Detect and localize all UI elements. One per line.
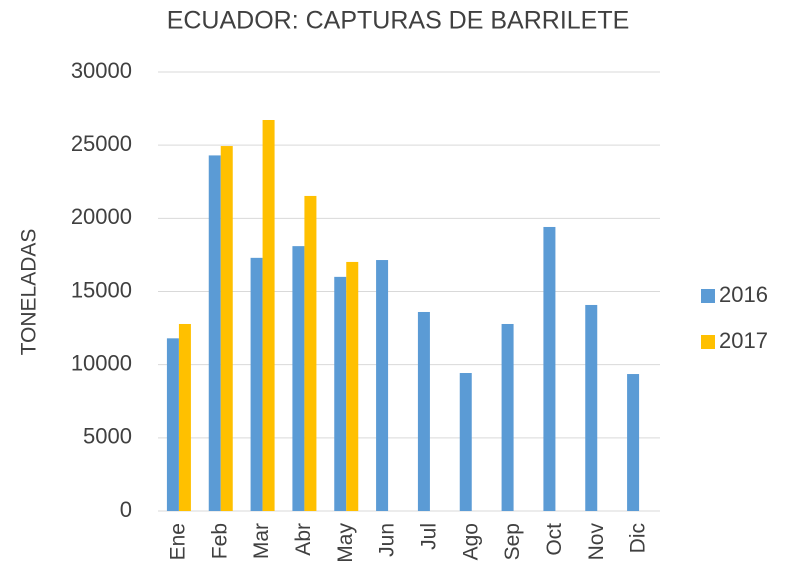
x-tick-label: Sep — [501, 523, 524, 560]
bar — [220, 146, 233, 511]
y-tick-label: 25000 — [71, 131, 132, 156]
bar — [334, 276, 347, 511]
y-tick-label: 10000 — [71, 350, 132, 375]
x-tick-label: Feb — [208, 523, 231, 559]
bar — [262, 119, 275, 512]
y-tick-label: 15000 — [71, 277, 132, 302]
y-tick-label: 0 — [120, 497, 132, 522]
x-tick-label: Oct — [543, 523, 566, 556]
bar — [459, 373, 472, 511]
bar — [501, 323, 514, 511]
x-tick-label: May — [334, 523, 357, 563]
legend-swatch — [701, 289, 715, 303]
legend-label: 2017 — [719, 328, 768, 353]
bar — [417, 311, 430, 511]
x-tick-label: Mar — [250, 523, 273, 559]
x-tick-label: Ago — [459, 523, 482, 560]
bar — [627, 374, 640, 511]
y-tick-label: 5000 — [83, 424, 132, 449]
chart-title: ECUADOR: CAPTURAS DE BARRILETE — [167, 7, 630, 35]
bar — [292, 246, 305, 512]
y-axis-label: TONELADAS — [18, 229, 41, 356]
bar — [543, 226, 556, 512]
x-tick-label: Nov — [585, 523, 608, 561]
bar — [376, 260, 389, 511]
x-tick-label: Jun — [376, 523, 399, 557]
x-tick-label: Jul — [417, 523, 440, 550]
bar — [585, 304, 598, 511]
bar — [250, 257, 263, 511]
bar — [346, 261, 359, 511]
legend-swatch — [701, 335, 715, 349]
legend-label: 2016 — [719, 282, 768, 307]
bar — [304, 195, 317, 511]
x-tick-label: Dic — [627, 523, 650, 553]
y-tick-label: 20000 — [71, 204, 132, 229]
bar — [166, 338, 179, 511]
y-tick-label: 30000 — [71, 58, 132, 83]
bar — [178, 323, 191, 511]
bar — [208, 155, 221, 511]
x-tick-label: Ene — [166, 523, 189, 560]
x-tick-label: Abr — [292, 523, 315, 556]
